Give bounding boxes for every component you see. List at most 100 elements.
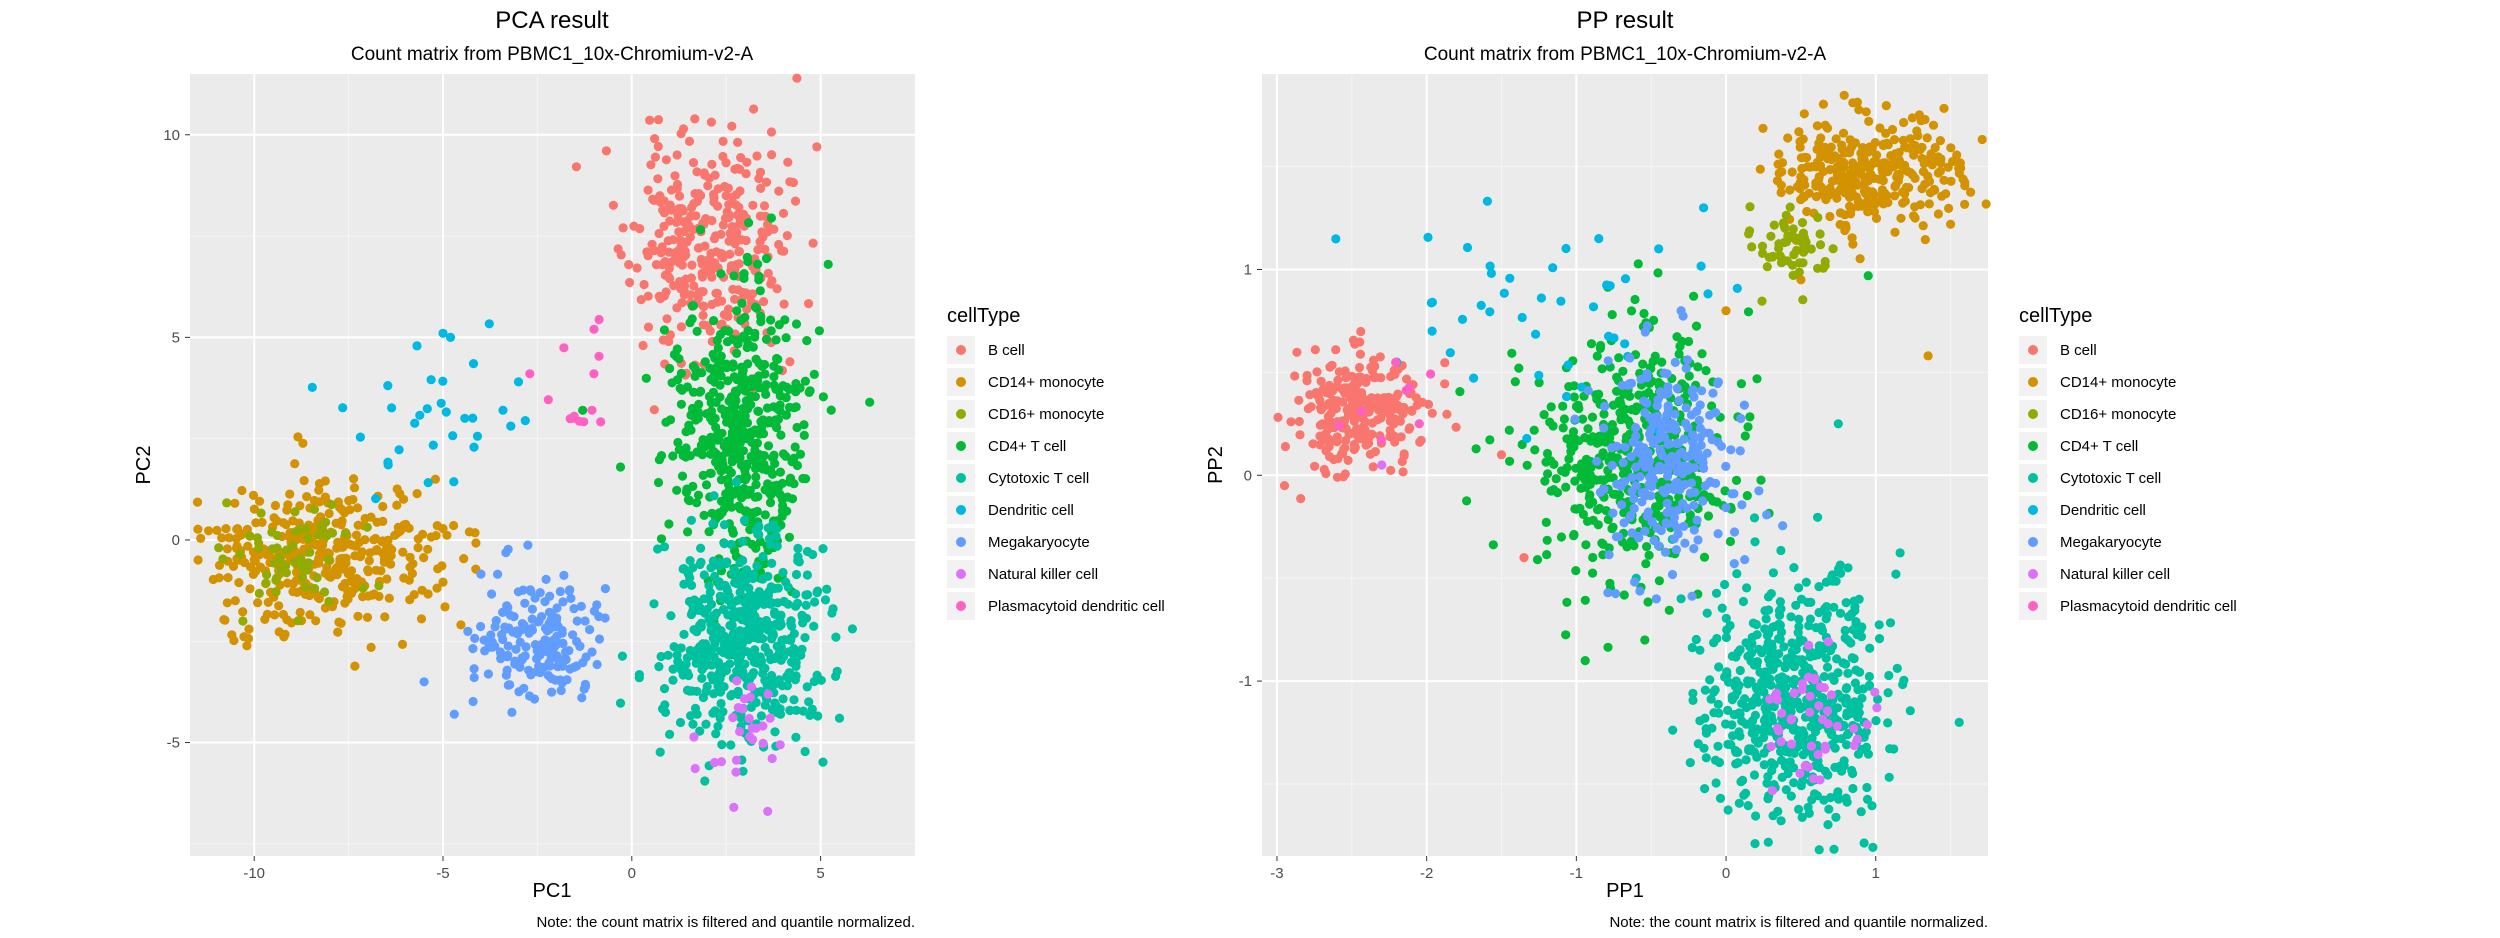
data-point xyxy=(1777,755,1787,766)
data-point xyxy=(1626,510,1636,521)
data-point xyxy=(600,584,611,594)
data-point xyxy=(1650,351,1660,361)
data-point xyxy=(397,639,408,650)
data-point xyxy=(690,763,700,774)
data-point xyxy=(778,208,789,218)
data-point xyxy=(1884,772,1894,782)
data-point xyxy=(692,498,702,508)
data-point xyxy=(1733,682,1743,692)
data-point xyxy=(1332,472,1342,482)
data-point xyxy=(770,607,780,617)
data-point xyxy=(770,653,780,664)
data-point xyxy=(433,564,443,574)
data-point xyxy=(1723,705,1733,716)
data-point xyxy=(572,636,582,647)
data-point xyxy=(753,259,763,269)
data-point xyxy=(1755,164,1765,174)
data-point xyxy=(1365,449,1375,459)
data-point xyxy=(541,574,551,585)
data-point xyxy=(1612,441,1622,451)
data-point xyxy=(760,510,770,520)
data-point xyxy=(1324,442,1334,452)
data-point xyxy=(311,616,321,626)
data-point xyxy=(1672,383,1682,393)
data-point xyxy=(1347,371,1357,381)
data-point xyxy=(755,286,765,296)
data-point xyxy=(428,440,438,450)
x-tick-label: 1 xyxy=(1872,865,1880,882)
data-point xyxy=(688,600,698,610)
data-point xyxy=(1396,432,1406,442)
data-point xyxy=(714,577,724,587)
data-point xyxy=(813,711,823,721)
x-tick-label: -5 xyxy=(436,865,449,882)
data-point xyxy=(1708,388,1718,398)
data-point xyxy=(659,325,670,335)
data-point xyxy=(585,625,595,635)
data-point xyxy=(261,578,271,588)
data-point xyxy=(415,410,425,420)
data-point xyxy=(765,539,775,549)
data-point xyxy=(790,442,800,452)
data-point xyxy=(1662,519,1672,529)
data-point xyxy=(1862,782,1872,793)
data-point xyxy=(1462,496,1472,506)
data-point xyxy=(1546,402,1556,412)
data-point xyxy=(412,489,422,499)
data-point xyxy=(1721,719,1731,729)
data-point xyxy=(1731,652,1741,662)
data-point xyxy=(761,334,772,344)
data-point xyxy=(1540,476,1550,486)
data-point xyxy=(679,629,689,640)
data-point xyxy=(1966,187,1976,197)
data-point xyxy=(470,633,480,644)
data-point xyxy=(1866,169,1876,180)
data-point xyxy=(569,411,579,421)
data-point xyxy=(1776,816,1786,826)
data-point xyxy=(650,134,660,144)
data-point xyxy=(608,200,619,210)
data-point xyxy=(523,540,533,550)
data-point xyxy=(364,556,374,566)
data-point xyxy=(1569,529,1579,540)
data-point xyxy=(1795,178,1805,188)
data-point xyxy=(755,237,765,247)
data-point xyxy=(1604,543,1614,553)
data-point xyxy=(783,599,793,609)
data-point xyxy=(1800,761,1810,771)
data-point xyxy=(723,479,734,490)
data-point xyxy=(1603,642,1613,652)
data-point xyxy=(1662,498,1672,508)
data-point xyxy=(685,556,695,566)
data-point xyxy=(543,670,554,681)
data-point xyxy=(1822,662,1833,672)
data-point xyxy=(818,757,828,767)
data-point xyxy=(733,414,744,424)
data-point xyxy=(1662,410,1672,420)
data-point xyxy=(696,386,706,396)
data-point xyxy=(1776,187,1786,198)
data-point xyxy=(1674,396,1684,406)
data-point xyxy=(432,583,442,593)
data-point xyxy=(1569,392,1579,402)
data-point xyxy=(1787,638,1797,648)
legend-item: B cell xyxy=(947,336,1025,364)
data-point xyxy=(1635,586,1645,596)
data-point xyxy=(1741,755,1751,765)
pp-panel: PP result Count matrix from PBMC1_10x-Ch… xyxy=(1205,7,2237,931)
data-point xyxy=(371,494,381,504)
data-point xyxy=(1774,243,1784,253)
data-point xyxy=(1743,422,1753,432)
data-point xyxy=(1542,448,1553,459)
data-point xyxy=(335,502,345,512)
data-point xyxy=(423,544,433,554)
data-point xyxy=(1757,296,1767,306)
data-point xyxy=(1768,251,1778,261)
data-point xyxy=(711,457,721,467)
data-point xyxy=(1881,101,1891,111)
data-point xyxy=(507,707,517,718)
data-point xyxy=(677,204,687,214)
data-point xyxy=(349,483,360,493)
data-point xyxy=(1485,435,1495,445)
